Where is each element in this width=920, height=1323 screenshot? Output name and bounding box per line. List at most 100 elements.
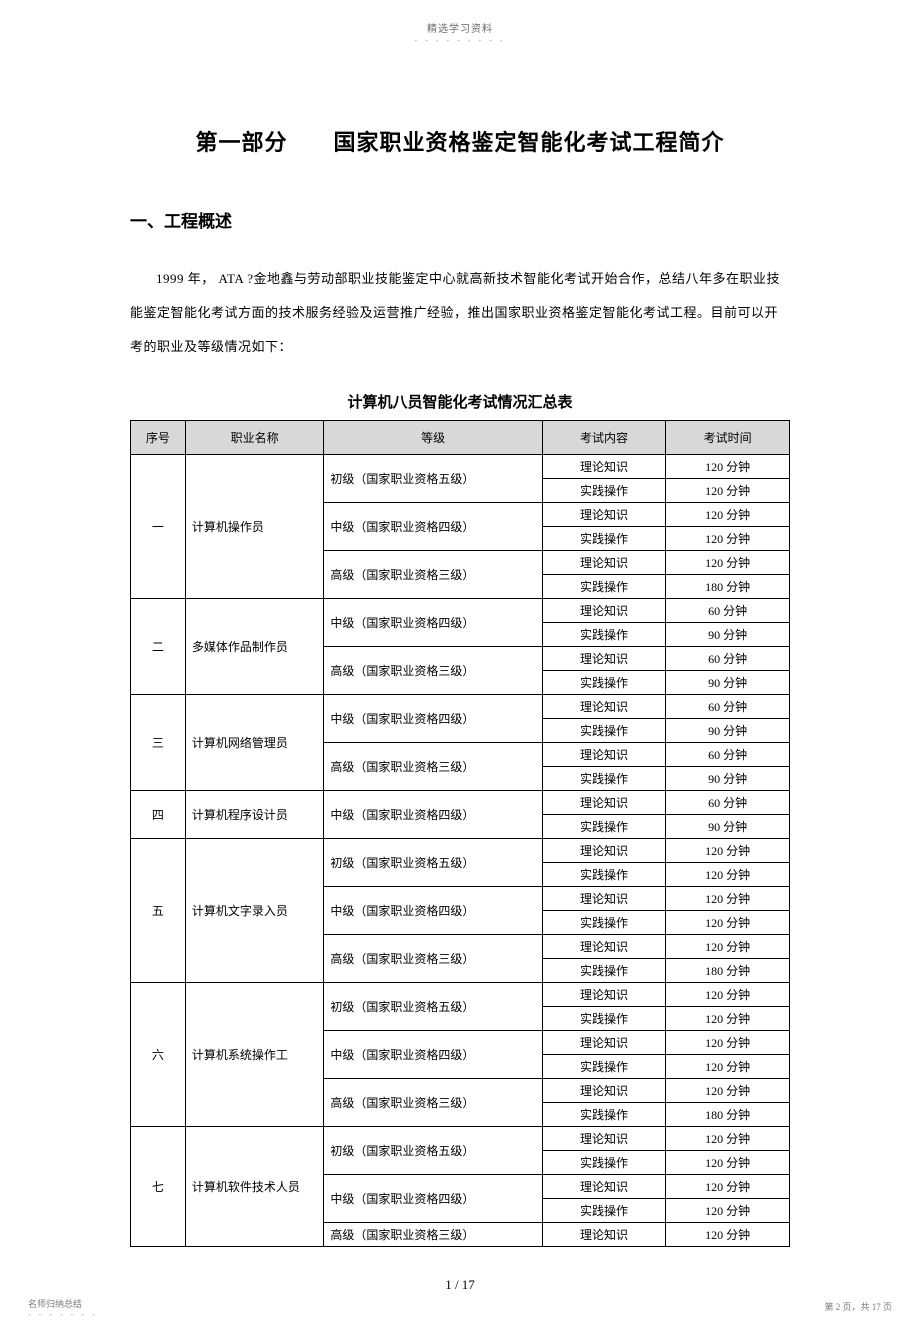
- cell-content: 实践操作: [542, 1151, 666, 1175]
- cell-occupation: 计算机软件技术人员: [185, 1127, 324, 1247]
- cell-duration: 180 分钟: [666, 1103, 790, 1127]
- col-content: 考试内容: [542, 421, 666, 455]
- cell-duration: 120 分钟: [666, 887, 790, 911]
- table-row: 一计算机操作员初级（国家职业资格五级）理论知识120 分钟: [131, 455, 790, 479]
- cell-duration: 120 分钟: [666, 983, 790, 1007]
- cell-level: 初级（国家职业资格五级）: [324, 839, 542, 887]
- cell-content: 理论知识: [542, 647, 666, 671]
- cell-content: 理论知识: [542, 503, 666, 527]
- cell-content: 实践操作: [542, 815, 666, 839]
- cell-content: 理论知识: [542, 1079, 666, 1103]
- cell-duration: 60 分钟: [666, 791, 790, 815]
- footer-left-text: 名师归纳总结: [28, 1297, 98, 1310]
- cell-seq: 五: [131, 839, 186, 983]
- cell-level: 初级（国家职业资格五级）: [324, 455, 542, 503]
- footer-left-dots: - - - - - - -: [28, 1310, 98, 1319]
- cell-duration: 120 分钟: [666, 503, 790, 527]
- cell-duration: 120 分钟: [666, 455, 790, 479]
- footer-left: 名师归纳总结 - - - - - - -: [28, 1297, 98, 1319]
- cell-duration: 180 分钟: [666, 959, 790, 983]
- cell-content: 理论知识: [542, 1031, 666, 1055]
- table-row: 二多媒体作品制作员中级（国家职业资格四级）理论知识60 分钟: [131, 599, 790, 623]
- cell-level: 中级（国家职业资格四级）: [324, 503, 542, 551]
- cell-duration: 60 分钟: [666, 647, 790, 671]
- cell-level: 高级（国家职业资格三级）: [324, 1079, 542, 1127]
- table-header-row: 序号 职业名称 等级 考试内容 考试时间: [131, 421, 790, 455]
- cell-seq: 二: [131, 599, 186, 695]
- cell-duration: 90 分钟: [666, 671, 790, 695]
- table-row: 三计算机网络管理员中级（国家职业资格四级）理论知识60 分钟: [131, 695, 790, 719]
- table-row: 五计算机文字录入员初级（国家职业资格五级）理论知识120 分钟: [131, 839, 790, 863]
- cell-content: 理论知识: [542, 983, 666, 1007]
- col-level: 等级: [324, 421, 542, 455]
- cell-duration: 90 分钟: [666, 815, 790, 839]
- cell-content: 理论知识: [542, 887, 666, 911]
- cell-occupation: 计算机文字录入员: [185, 839, 324, 983]
- cell-duration: 120 分钟: [666, 1175, 790, 1199]
- cell-level: 高级（国家职业资格三级）: [324, 551, 542, 599]
- cell-duration: 60 分钟: [666, 743, 790, 767]
- cell-level: 中级（国家职业资格四级）: [324, 695, 542, 743]
- col-seq: 序号: [131, 421, 186, 455]
- cell-level: 高级（国家职业资格三级）: [324, 647, 542, 695]
- table-row: 四计算机程序设计员中级（国家职业资格四级）理论知识60 分钟: [131, 791, 790, 815]
- cell-level: 初级（国家职业资格五级）: [324, 1127, 542, 1175]
- cell-duration: 90 分钟: [666, 719, 790, 743]
- cell-content: 理论知识: [542, 599, 666, 623]
- cell-duration: 60 分钟: [666, 599, 790, 623]
- cell-content: 实践操作: [542, 1055, 666, 1079]
- page-number: 1 / 17: [130, 1277, 790, 1293]
- page-title: 第一部分 国家职业资格鉴定智能化考试工程简介: [130, 125, 790, 157]
- cell-content: 理论知识: [542, 1175, 666, 1199]
- cell-duration: 120 分钟: [666, 1031, 790, 1055]
- cell-seq: 一: [131, 455, 186, 599]
- cell-content: 实践操作: [542, 767, 666, 791]
- cell-content: 理论知识: [542, 695, 666, 719]
- cell-duration: 90 分钟: [666, 767, 790, 791]
- cell-level: 高级（国家职业资格三级）: [324, 1223, 542, 1247]
- cell-level: 中级（国家职业资格四级）: [324, 791, 542, 839]
- table-caption: 计算机八员智能化考试情况汇总表: [130, 391, 790, 412]
- cell-duration: 120 分钟: [666, 863, 790, 887]
- cell-content: 实践操作: [542, 575, 666, 599]
- cell-content: 理论知识: [542, 791, 666, 815]
- section-1-paragraph: 1999 年， ATA ?金地鑫与劳动部职业技能鉴定中心就高新技术智能化考试开始…: [130, 262, 790, 363]
- cell-duration: 120 分钟: [666, 479, 790, 503]
- cell-level: 中级（国家职业资格四级）: [324, 887, 542, 935]
- cell-seq: 七: [131, 1127, 186, 1247]
- cell-duration: 120 分钟: [666, 935, 790, 959]
- cell-duration: 120 分钟: [666, 1079, 790, 1103]
- cell-duration: 120 分钟: [666, 1223, 790, 1247]
- cell-content: 实践操作: [542, 719, 666, 743]
- cell-content: 理论知识: [542, 935, 666, 959]
- document-page: 精选学习资料 - - - - - - - - - 第一部分 国家职业资格鉴定智能…: [0, 0, 920, 1323]
- cell-content: 理论知识: [542, 1127, 666, 1151]
- cell-occupation: 多媒体作品制作员: [185, 599, 324, 695]
- cell-duration: 60 分钟: [666, 695, 790, 719]
- cell-content: 理论知识: [542, 1223, 666, 1247]
- footer-right: 第 2 页，共 17 页: [824, 1300, 892, 1313]
- cell-level: 高级（国家职业资格三级）: [324, 743, 542, 791]
- cell-duration: 120 分钟: [666, 1055, 790, 1079]
- cell-content: 实践操作: [542, 863, 666, 887]
- cell-duration: 120 分钟: [666, 1199, 790, 1223]
- cell-duration: 120 分钟: [666, 1151, 790, 1175]
- cell-content: 实践操作: [542, 959, 666, 983]
- cell-content: 理论知识: [542, 551, 666, 575]
- cell-occupation: 计算机网络管理员: [185, 695, 324, 791]
- table-row: 七计算机软件技术人员初级（国家职业资格五级）理论知识120 分钟: [131, 1127, 790, 1151]
- cell-level: 中级（国家职业资格四级）: [324, 599, 542, 647]
- cell-content: 实践操作: [542, 479, 666, 503]
- table-row: 六计算机系统操作工初级（国家职业资格五级）理论知识120 分钟: [131, 983, 790, 1007]
- col-name: 职业名称: [185, 421, 324, 455]
- cell-content: 实践操作: [542, 1103, 666, 1127]
- cell-duration: 120 分钟: [666, 527, 790, 551]
- cell-content: 实践操作: [542, 527, 666, 551]
- header-dots: - - - - - - - - -: [130, 36, 790, 45]
- section-1-heading: 一、工程概述: [130, 207, 790, 232]
- summary-table: 序号 职业名称 等级 考试内容 考试时间 一计算机操作员初级（国家职业资格五级）…: [130, 420, 790, 1247]
- cell-content: 实践操作: [542, 623, 666, 647]
- cell-level: 中级（国家职业资格四级）: [324, 1175, 542, 1223]
- cell-occupation: 计算机操作员: [185, 455, 324, 599]
- header-meta: 精选学习资料: [130, 20, 790, 35]
